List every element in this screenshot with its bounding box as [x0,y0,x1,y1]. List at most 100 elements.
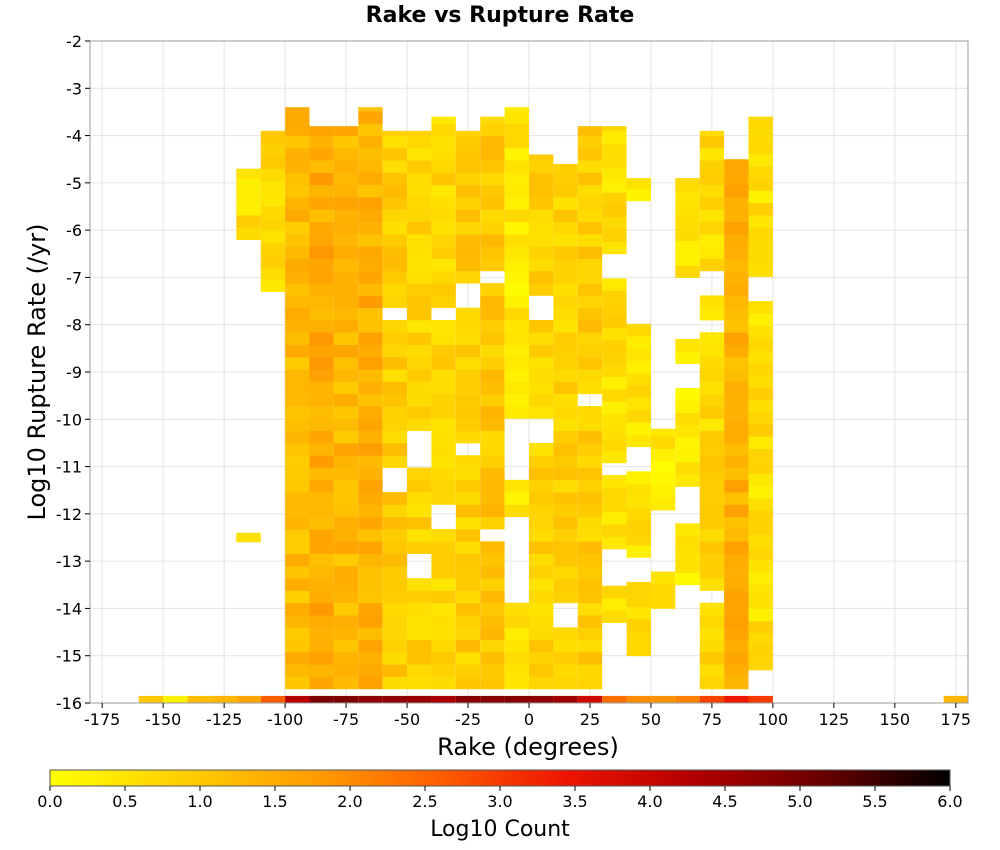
heatmap-cell [236,178,261,191]
heatmap-cell [333,664,359,677]
heatmap-cell [626,643,651,657]
heatmap-cell [431,135,456,149]
heatmap-cell [724,602,749,616]
heatmap-cell [675,547,700,561]
heatmap-cell [504,160,529,173]
heatmap-cell [358,160,383,173]
heatmap-cell [455,393,481,407]
heatmap-cell [504,319,529,333]
heatmap-cell [553,467,578,481]
heatmap-cell [309,295,334,309]
heatmap-cell-bottom-row [431,695,456,703]
heatmap-cell [675,179,700,192]
heatmap-cell [480,615,505,628]
heatmap-cell [602,290,627,304]
heatmap-cell [748,227,773,240]
heatmap-cell [309,209,334,223]
heatmap-cell [333,504,359,518]
heatmap-cell [553,676,578,690]
heatmap-cell [285,664,310,677]
heatmap-cell [455,565,481,579]
heatmap-cell [285,160,310,173]
heatmap-cell [455,479,481,493]
heatmap-cell [602,364,627,378]
x-tick-label: 175 [941,710,972,729]
heatmap-cell-bottom-row [163,695,188,703]
heatmap-cell-bottom-row [724,695,749,703]
heatmap-cell [358,107,383,112]
heatmap-cell [748,448,773,462]
heatmap-cell [407,651,432,665]
heatmap-cell [529,283,554,296]
heatmap-cell [455,676,481,690]
heatmap-cell [553,590,578,604]
heatmap-cell [309,246,334,259]
heatmap-cell [748,141,773,154]
heatmap-cell [407,393,432,407]
heatmap-cell [431,467,456,481]
heatmap-cell [675,523,700,537]
heatmap-cell [431,116,456,124]
heatmap-cell [480,197,505,210]
heatmap-cell [309,615,334,628]
heatmap-cell [553,528,578,542]
heatmap-cell [382,504,408,518]
heatmap-cell [602,216,627,230]
colorbar-tick-label: 3.5 [562,792,587,811]
heatmap-cell [333,233,359,247]
heatmap-cell [480,258,505,272]
heatmap-cell [285,627,310,641]
heatmap-cell [407,627,432,641]
colorbar-tick-label: 5.5 [862,792,887,811]
heatmap-cell [602,167,627,181]
heatmap-cell [748,534,773,548]
heatmap-cell [602,487,627,501]
heatmap-cell [455,356,481,370]
heatmap-cell [431,184,456,198]
heatmap-cell [577,295,603,309]
heatmap-cell [309,553,334,567]
heatmap-cell [529,258,554,272]
heatmap-cell [431,455,456,468]
heatmap-cell [333,676,359,690]
heatmap-cell [675,351,700,364]
heatmap-cell-bottom-row [675,695,700,703]
heatmap-cell [285,369,310,382]
heatmap-cell [285,344,310,358]
heatmap-cell [529,233,554,247]
heatmap-cell [333,126,359,136]
heatmap-cell [577,147,603,161]
heatmap-cell [382,369,408,382]
heatmap-cell [529,381,554,395]
heatmap-cell [699,135,725,149]
heatmap-cell [480,590,505,604]
heatmap-cell [699,209,725,223]
heatmap-cell [626,606,651,620]
heatmap-cell [724,553,749,567]
heatmap-cell [480,602,505,616]
heatmap-cell [431,209,456,223]
heatmap-cell [358,516,383,530]
heatmap-cell [724,159,749,161]
heatmap-cell [699,393,725,407]
heatmap-cell [358,221,383,235]
heatmap-cell [285,541,310,554]
heatmap-cell [382,221,408,235]
heatmap-cell [529,590,554,604]
heatmap-cell [724,664,749,677]
heatmap-cell [455,406,481,419]
heatmap-cell [382,184,408,198]
heatmap-cell [577,381,603,395]
heatmap-cell [309,516,334,530]
colorbar-ticks: 0.0 0.5 1.0 1.5 2.0 2.5 3.0 3.5 4.0 4.5 5.0 5.5 6.0 [37,786,963,811]
heatmap-cell [333,565,359,579]
heatmap-cell [382,295,408,309]
heatmap-cell [504,197,529,210]
heatmap-cell [260,267,286,280]
heatmap-cell [455,553,481,567]
heatmap-cell [309,270,334,284]
heatmap-cell [626,188,651,202]
heatmap-cell [431,258,456,272]
heatmap-cell [382,455,408,468]
heatmap-cell [455,197,481,210]
